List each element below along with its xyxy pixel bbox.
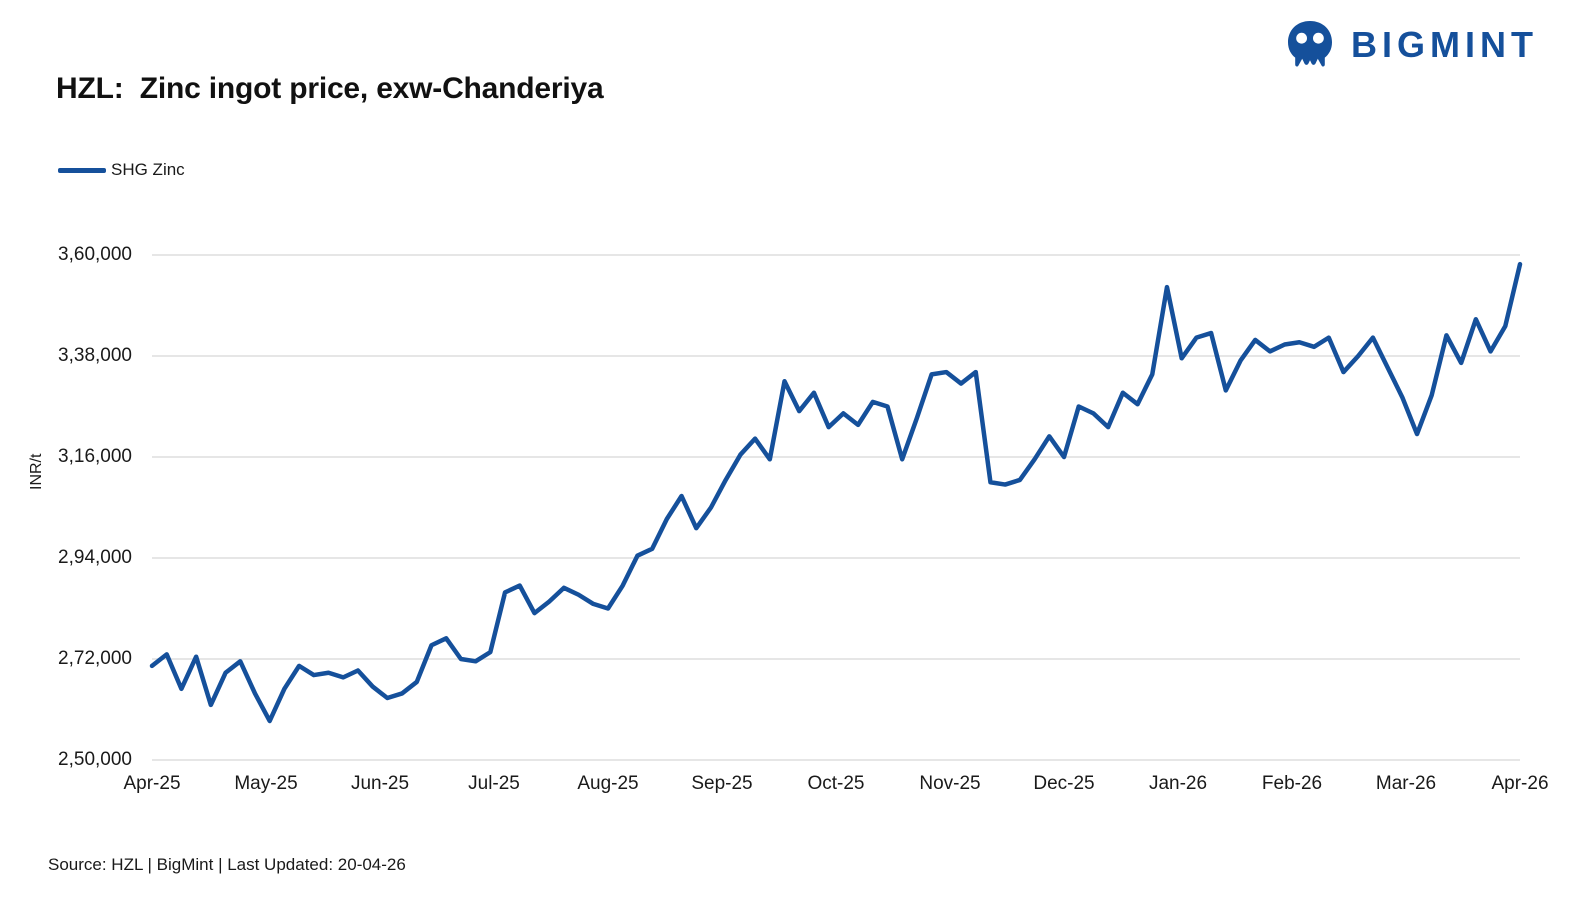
bigmint-mascot-icon bbox=[1288, 21, 1333, 67]
x-axis-tick-label: Nov-25 bbox=[919, 773, 981, 794]
x-axis-tick-label: Apr-25 bbox=[123, 773, 181, 794]
series-layer bbox=[149, 261, 1523, 724]
page-title: HZL: Zinc ingot price, exw-Chanderiya bbox=[56, 72, 604, 105]
legend-swatch-shg-zinc bbox=[58, 167, 106, 173]
x-axis-tick-label: Jun-25 bbox=[350, 773, 410, 794]
y-axis-tick-label: 3,38,000 bbox=[58, 345, 132, 366]
source-note: Source: HZL | BigMint | Last Updated: 20… bbox=[48, 855, 406, 874]
x-axis-tick-label: Dec-25 bbox=[1033, 773, 1095, 794]
x-axis-tick-label: Aug-25 bbox=[577, 773, 639, 794]
x-axis-tick-label: Jan-26 bbox=[1148, 773, 1208, 794]
y-axis-tick-label: 2,72,000 bbox=[58, 648, 132, 669]
x-axis-tick-label: Jul-25 bbox=[468, 773, 520, 794]
x-axis-tick-label: Feb-26 bbox=[1261, 773, 1323, 794]
x-axis-tick-label: Mar-26 bbox=[1375, 773, 1437, 794]
bigmint-logo: BIGMINT bbox=[1283, 18, 1538, 72]
chart-header: HZL: Zinc ingot price, exw-Chanderiya BI… bbox=[0, 0, 1574, 140]
x-axis-tick-label: May-25 bbox=[234, 773, 298, 794]
y-axis-tick-label: 2,94,000 bbox=[58, 547, 132, 568]
gridlines bbox=[152, 254, 1520, 761]
x-axis-tick-label: Apr-26 bbox=[1491, 773, 1549, 794]
y-axis-tick-label: 3,16,000 bbox=[58, 446, 132, 467]
chart-legend: SHG Zinc bbox=[58, 160, 185, 180]
bigmint-wordmark: BIGMINT bbox=[1351, 24, 1538, 65]
x-axis-tick-label: Sep-25 bbox=[691, 773, 753, 794]
x-axis-tick-label: Oct-25 bbox=[807, 773, 865, 794]
y-axis-tick-label: 2,50,000 bbox=[58, 749, 132, 770]
y-axis-tick-label: 3,60,000 bbox=[58, 244, 132, 265]
legend-label-shg-zinc: SHG Zinc bbox=[111, 160, 185, 179]
series-line-shg-zinc bbox=[149, 261, 1523, 724]
